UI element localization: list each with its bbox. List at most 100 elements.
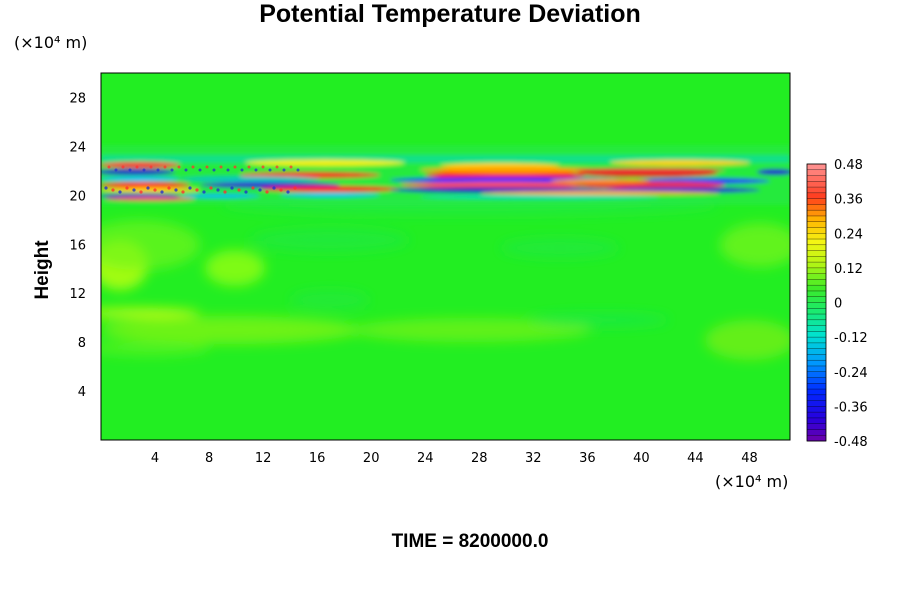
colorbar-tick-label-8: -0.48 [834, 435, 868, 450]
colorbar-segment [807, 215, 826, 223]
ripple-dot [198, 168, 202, 172]
colorbar-segment [807, 371, 826, 378]
x-tick-label-9: 40 [633, 451, 650, 466]
ripple-dot [191, 165, 195, 169]
background-field [101, 73, 790, 440]
colorbar-tick-label-2: 0.24 [834, 227, 863, 242]
ripple-dot [268, 168, 272, 172]
ripple-dot [212, 168, 216, 172]
oscillation-band [101, 145, 790, 205]
ripple-dot [233, 165, 237, 169]
ripple-dot [230, 186, 234, 190]
time-label: TIME = 8200000.0 [391, 531, 549, 552]
ripple-dot [118, 190, 122, 194]
y-tick-label-4: 20 [69, 189, 86, 204]
ripple-dot [132, 188, 136, 192]
colorbar-segment [807, 435, 826, 442]
colorbar-segment [807, 175, 826, 182]
ripple-dot [139, 190, 143, 194]
colorbar-segment [807, 239, 826, 246]
ripple-dot [149, 165, 153, 169]
y-tick-label-1: 8 [78, 336, 86, 351]
colorbar-segment [807, 389, 826, 396]
x-tick-label-4: 20 [363, 451, 380, 466]
ripple-dot [254, 168, 258, 172]
y-tick-label-6: 28 [69, 91, 86, 106]
x-tick-label-10: 44 [687, 451, 704, 466]
ripple-dot [247, 165, 251, 169]
ripple-marks [104, 165, 300, 194]
chart-title: Potential Temperature Deviation [259, 0, 641, 28]
colorbar-segment [807, 423, 826, 430]
colorbar-segment [807, 360, 826, 367]
heatmap-field [101, 73, 790, 440]
x-tick-label-8: 36 [579, 451, 596, 466]
ripple-dot [209, 186, 213, 190]
ripple-dot [275, 165, 279, 169]
colorbar-segment [807, 262, 826, 269]
ripple-dot [153, 188, 157, 192]
colorbar-segment [807, 365, 826, 373]
ripple-dot [293, 186, 297, 190]
y-tick-label-0: 4 [78, 385, 86, 400]
colorbar-frame [806, 163, 827, 442]
ripple-dot [216, 188, 220, 192]
colorbar-segment [807, 377, 826, 384]
y-tick-label-5: 24 [69, 140, 86, 155]
colorbar-segment [807, 198, 826, 205]
y-tick-label-3: 16 [69, 238, 86, 253]
colorbar-segment [807, 308, 826, 315]
colorbar-tick-label-4: 0 [834, 297, 842, 312]
colorbar-segment [807, 331, 826, 338]
ripple-dot [219, 165, 223, 169]
ripple-dot [125, 186, 129, 190]
x-tick-label-7: 32 [525, 451, 542, 466]
ripple-dot [237, 188, 241, 192]
colorbar-tick-label-0: 0.48 [834, 158, 863, 173]
ripple-dot [289, 165, 293, 169]
colorbar-segment [807, 250, 826, 257]
colorbar-segment [807, 337, 826, 344]
colorbar-segment [807, 302, 826, 309]
colorbar-segment [807, 296, 826, 303]
ripple-dot [226, 168, 230, 172]
colorbar-segment [807, 244, 826, 251]
x-tick-label-2: 12 [255, 451, 272, 466]
colorbar-segment [807, 210, 826, 217]
x-tick-label-1: 8 [205, 451, 213, 466]
ripple-dot [160, 190, 164, 194]
colorbar-tick-label-7: -0.36 [834, 400, 868, 415]
ripple-dot [244, 190, 248, 194]
colorbar-segment [807, 221, 826, 228]
colorbar-segment [807, 406, 826, 413]
ripple-dot [258, 188, 262, 192]
colorbar-segment [807, 400, 826, 407]
colorbar-segment [807, 181, 826, 188]
colorbar-segment [807, 273, 826, 280]
colorbar-tick-label-6: -0.24 [834, 366, 868, 381]
colorbar-segment [807, 394, 826, 401]
x-unit-label: (×10⁴ m) [715, 472, 789, 491]
ripple-dot [121, 165, 125, 169]
ripple-dot [296, 168, 300, 172]
ripple-dot [146, 186, 150, 190]
ripple-dot [279, 188, 283, 192]
ripple-dot [170, 168, 174, 172]
colorbar-segment [807, 348, 826, 355]
colorbar-segment [807, 314, 826, 321]
x-tick-label-11: 48 [741, 451, 758, 466]
ripple-dot [142, 168, 146, 172]
ripple-dot [265, 190, 269, 194]
ripple-dot [156, 168, 160, 172]
colorbar-tick-label-5: -0.12 [834, 331, 868, 346]
colorbar-segment [807, 342, 826, 349]
ripple-dot [167, 186, 171, 190]
colorbar-segment [807, 267, 826, 274]
x-tick-label-6: 28 [471, 451, 488, 466]
colorbar-segment [807, 412, 826, 419]
colorbar-segment [807, 169, 826, 176]
ripple-dot [135, 165, 139, 169]
ripple-dot [272, 186, 276, 190]
ripple-dot [240, 168, 244, 172]
